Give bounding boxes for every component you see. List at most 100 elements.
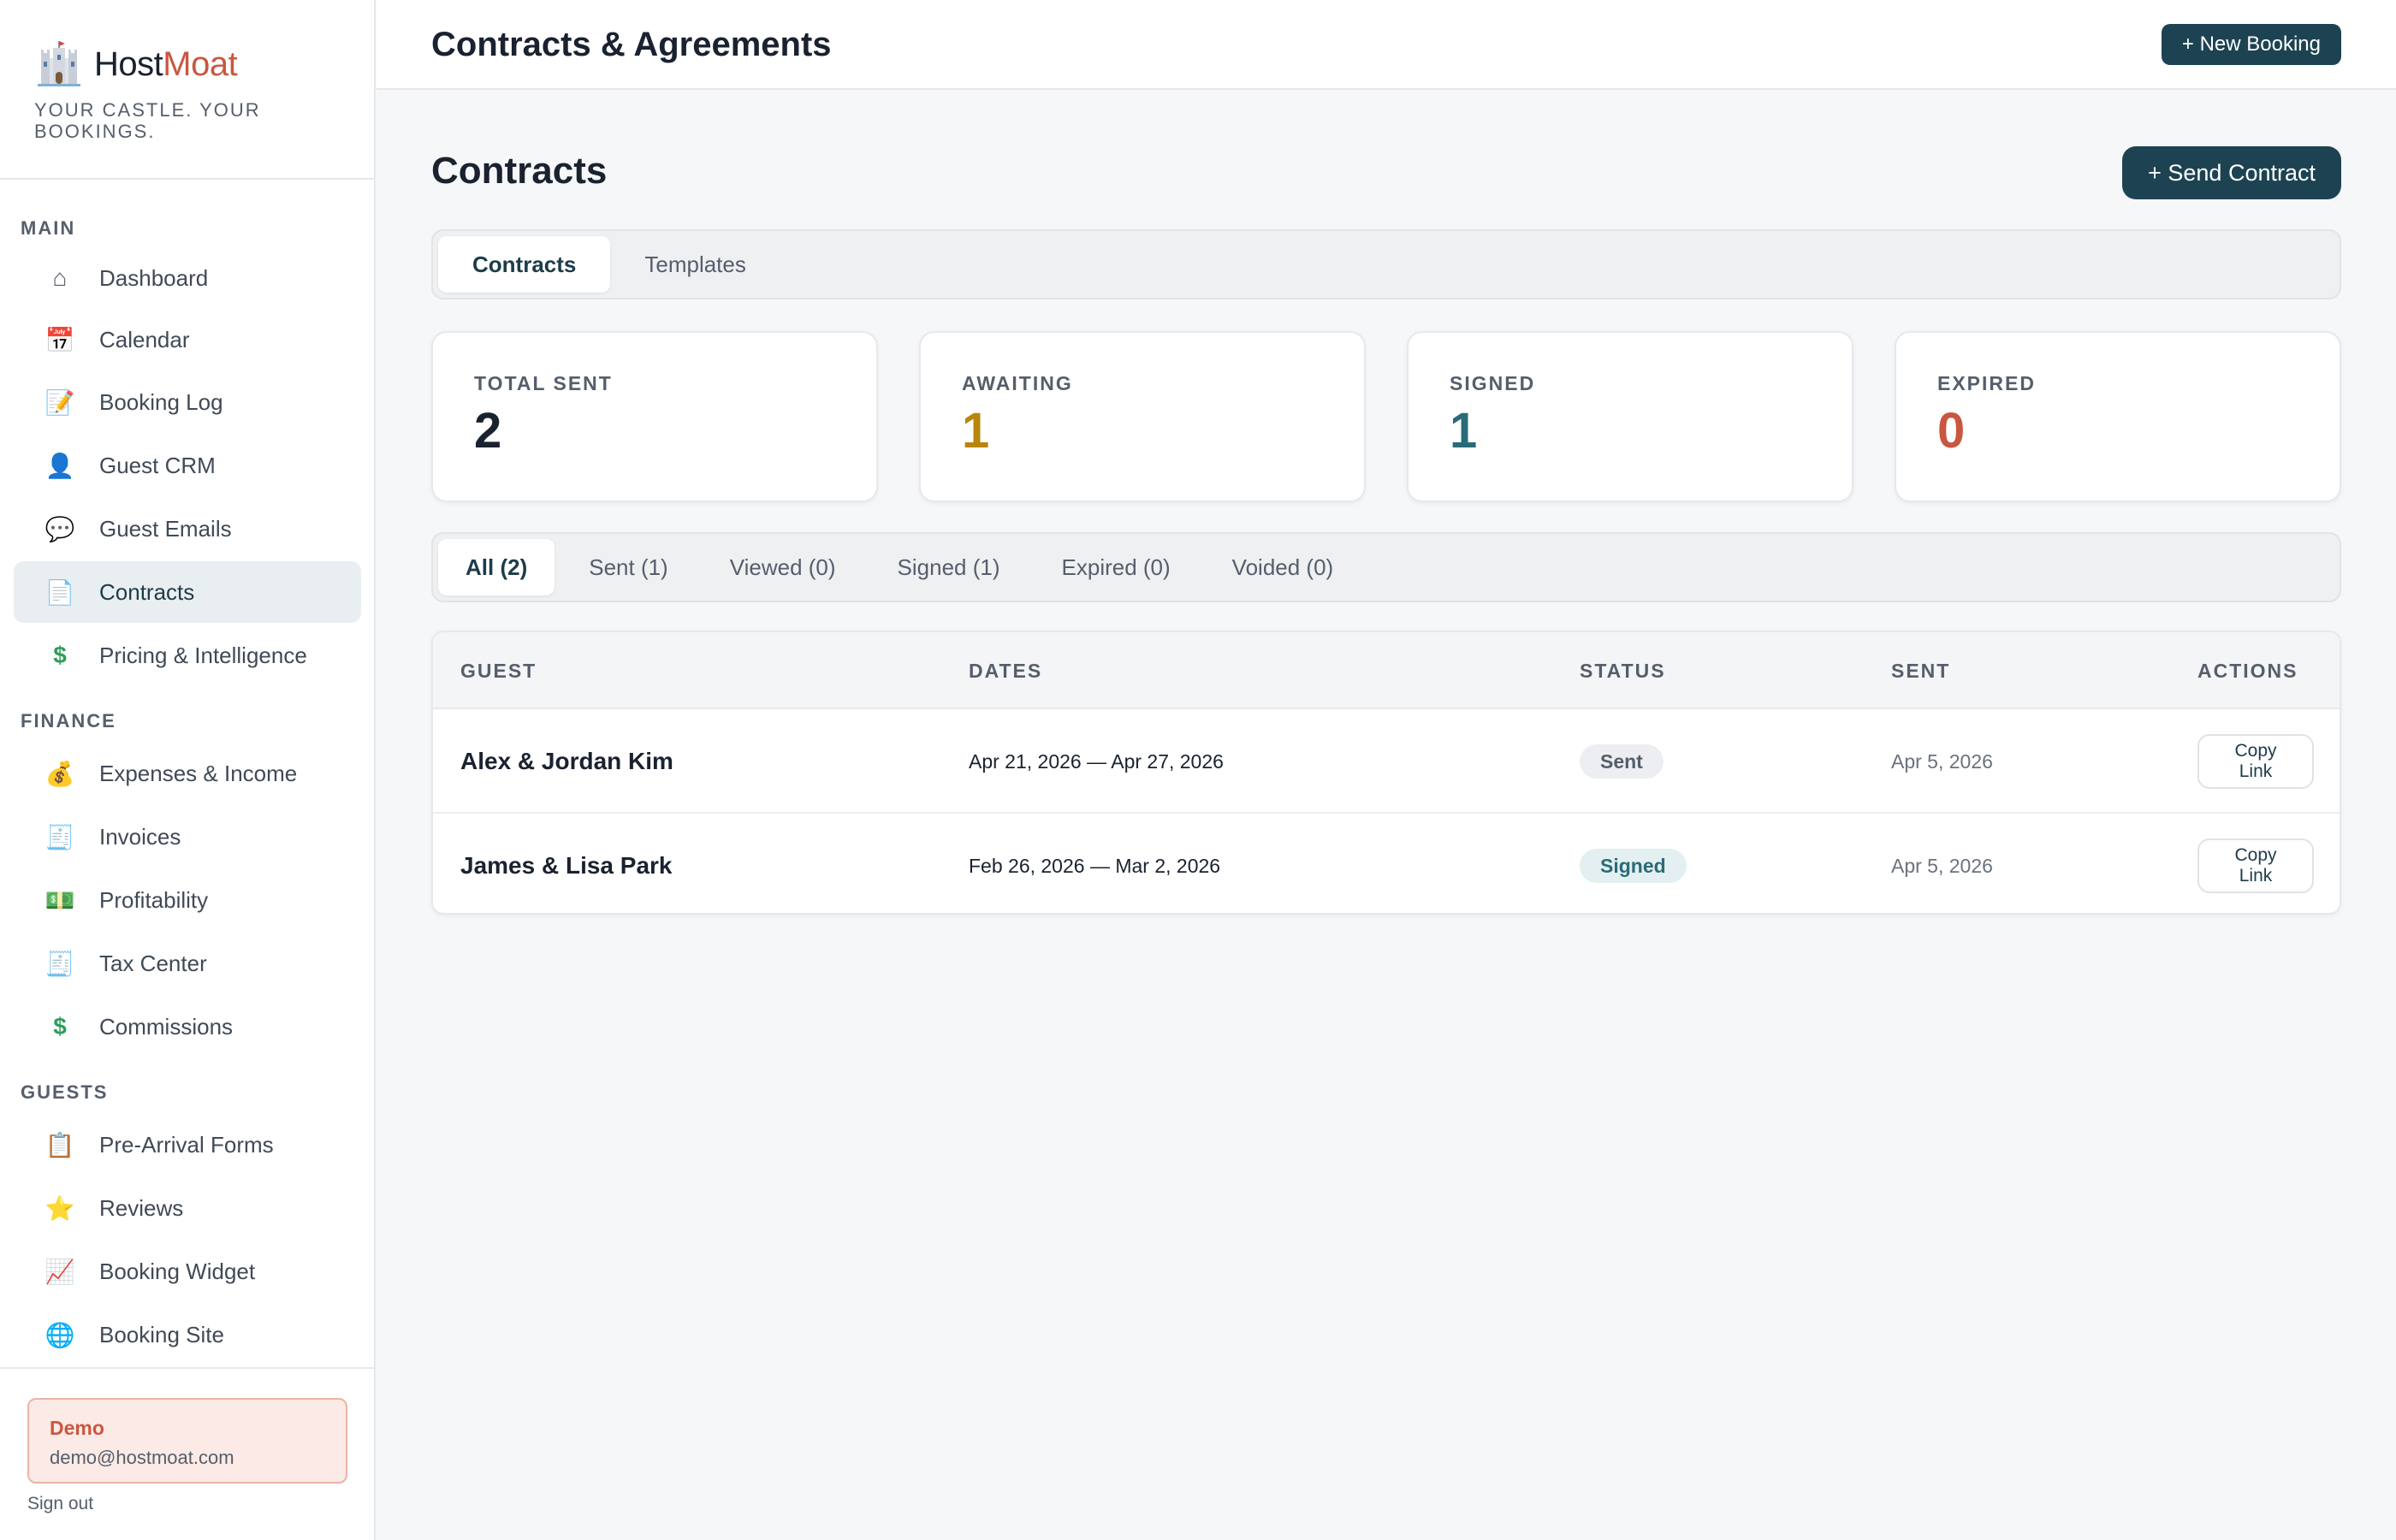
booking-dates: Feb 26, 2026 — Mar 2, 2026 bbox=[969, 854, 1221, 877]
status-badge: Signed bbox=[1580, 849, 1687, 883]
sidebar-item-expenses-income[interactable]: 💰 Expenses & Income bbox=[14, 743, 361, 804]
globe-icon: 🌐 bbox=[44, 1321, 75, 1348]
brand-name-moat: Moat bbox=[163, 44, 238, 83]
sidebar-item-label: Invoices bbox=[99, 823, 181, 850]
column-header-guest: GUEST bbox=[460, 660, 537, 682]
column-header-dates: DATES bbox=[969, 660, 1043, 682]
table-header: GUEST DATES STATUS SENT ACTIONS bbox=[433, 632, 2340, 709]
castle-icon bbox=[38, 41, 80, 86]
sent-date: Apr 5, 2026 bbox=[1891, 749, 1993, 773]
sidebar: HostMoat YOUR CASTLE. YOUR BOOKINGS. MAI… bbox=[0, 0, 376, 1540]
actions-cell: Copy Link bbox=[2197, 814, 2314, 913]
filter-sent[interactable]: Sent (1) bbox=[589, 554, 668, 580]
status-badge: Sent bbox=[1580, 744, 1664, 779]
sidebar-item-guest-crm[interactable]: 👤 Guest CRM bbox=[14, 435, 361, 496]
stat-label: EXPIRED bbox=[1937, 372, 2036, 394]
sidebar-item-label: Profitability bbox=[99, 886, 209, 913]
filter-all[interactable]: All (2) bbox=[438, 539, 555, 595]
sidebar-item-pre-arrival-forms[interactable]: 📋 Pre-Arrival Forms bbox=[14, 1114, 361, 1176]
dollar-icon: $ bbox=[53, 642, 67, 668]
receipt-icon: 🧾 bbox=[44, 950, 75, 977]
stat-value: 1 bbox=[962, 403, 990, 459]
copy-link-button[interactable]: Copy Link bbox=[2197, 838, 2314, 893]
sidebar-item-label: Guest Emails bbox=[99, 515, 232, 542]
top-bar: Contracts & Agreements + New Booking bbox=[377, 0, 2396, 90]
speech-bubble-icon: 💬 bbox=[44, 515, 75, 542]
send-contract-button[interactable]: + Send Contract bbox=[2122, 146, 2341, 199]
brand-name-host: Host bbox=[94, 44, 163, 83]
user-name: Demo bbox=[50, 1417, 104, 1439]
filter-expired[interactable]: Expired (0) bbox=[1061, 554, 1171, 580]
stats-row: TOTAL SENT 2 AWAITING 1 SIGNED 1 EXPIRED… bbox=[431, 331, 2341, 502]
sidebar-item-booking-log[interactable]: 📝 Booking Log bbox=[14, 371, 361, 433]
sent-date: Apr 5, 2026 bbox=[1891, 854, 1993, 877]
stat-card-awaiting: AWAITING 1 bbox=[919, 331, 1366, 502]
section-label-main: MAIN bbox=[21, 217, 76, 239]
guest-name: Alex & Jordan Kim bbox=[460, 748, 673, 774]
calendar-icon: 📅 bbox=[44, 326, 75, 353]
sidebar-item-invoices[interactable]: 🧾 Invoices bbox=[14, 806, 361, 868]
sidebar-item-label: Pricing & Intelligence bbox=[99, 642, 307, 668]
status-cell: Sent bbox=[1580, 709, 1664, 814]
sidebar-item-label: Booking Site bbox=[99, 1321, 224, 1348]
logo-link[interactable]: HostMoat bbox=[34, 39, 374, 89]
sidebar-item-dashboard[interactable]: ⌂ Dashboard bbox=[14, 247, 361, 309]
column-header-sent: SENT bbox=[1891, 660, 1951, 682]
tab-contracts[interactable]: Contracts bbox=[438, 236, 611, 293]
sidebar-item-label: Booking Log bbox=[99, 388, 223, 415]
stat-value: 0 bbox=[1937, 403, 1966, 459]
chart-icon: 📈 bbox=[44, 1258, 75, 1285]
home-icon: ⌂ bbox=[52, 264, 68, 291]
receipt-icon: 🧾 bbox=[44, 823, 75, 850]
sidebar-item-label: Tax Center bbox=[99, 950, 207, 976]
sidebar-item-guest-emails[interactable]: 💬 Guest Emails bbox=[14, 498, 361, 560]
new-booking-button[interactable]: + New Booking bbox=[2161, 24, 2341, 65]
sidebar-item-booking-widget[interactable]: 📈 Booking Widget bbox=[14, 1241, 361, 1302]
sidebar-item-label: Expenses & Income bbox=[99, 760, 298, 786]
sidebar-item-label: Pre-Arrival Forms bbox=[99, 1131, 274, 1158]
sidebar-item-calendar[interactable]: 📅 Calendar bbox=[14, 309, 361, 370]
section-title: Contracts bbox=[431, 150, 608, 192]
sidebar-item-label: Calendar bbox=[99, 326, 190, 352]
filter-viewed[interactable]: Viewed (0) bbox=[729, 554, 836, 580]
brand: HostMoat YOUR CASTLE. YOUR BOOKINGS. bbox=[0, 0, 374, 180]
sidebar-item-label: Dashboard bbox=[99, 264, 209, 291]
sidebar-item-pricing[interactable]: $ Pricing & Intelligence bbox=[14, 625, 361, 686]
copy-link-button[interactable]: Copy Link bbox=[2197, 734, 2314, 789]
sidebar-item-label: Booking Widget bbox=[99, 1258, 256, 1284]
brand-name: HostMoat bbox=[94, 44, 238, 84]
stat-value: 2 bbox=[474, 403, 502, 459]
money-bag-icon: 💰 bbox=[44, 760, 75, 787]
column-header-actions: ACTIONS bbox=[2197, 660, 2298, 682]
sidebar-item-contracts[interactable]: 📄 Contracts bbox=[14, 561, 361, 623]
document-icon: 📄 bbox=[44, 578, 75, 606]
contracts-table: GUEST DATES STATUS SENT ACTIONS Alex & J… bbox=[431, 631, 2341, 915]
tab-templates[interactable]: Templates bbox=[644, 251, 746, 277]
section-label-finance: FINANCE bbox=[21, 710, 116, 732]
filter-voided[interactable]: Voided (0) bbox=[1231, 554, 1334, 580]
stat-card-total-sent: TOTAL SENT 2 bbox=[431, 331, 878, 502]
filter-signed[interactable]: Signed (1) bbox=[897, 554, 1000, 580]
stat-card-signed: SIGNED 1 bbox=[1407, 331, 1853, 502]
section-label-guests: GUESTS bbox=[21, 1081, 109, 1103]
tab-bar: Contracts Templates bbox=[431, 229, 2341, 299]
column-header-status: STATUS bbox=[1580, 660, 1666, 682]
filter-bar: All (2) Sent (1) Viewed (0) Signed (1) E… bbox=[431, 532, 2341, 602]
sidebar-item-reviews[interactable]: ⭐ Reviews bbox=[14, 1177, 361, 1239]
sidebar-item-commissions[interactable]: $ Commissions bbox=[14, 996, 361, 1057]
actions-cell: Copy Link bbox=[2197, 709, 2314, 814]
table-row: James & Lisa Park Feb 26, 2026 — Mar 2, … bbox=[433, 814, 2340, 913]
brand-tagline: YOUR CASTLE. YOUR BOOKINGS. bbox=[34, 99, 261, 142]
user-card[interactable]: Demo demo@hostmoat.com bbox=[27, 1398, 347, 1484]
dollar-icon: $ bbox=[53, 1013, 67, 1040]
banknote-icon: 💵 bbox=[44, 886, 75, 914]
user-email: demo@hostmoat.com bbox=[50, 1447, 234, 1468]
stat-value: 1 bbox=[1450, 403, 1478, 459]
sign-out-link[interactable]: Sign out bbox=[27, 1494, 94, 1513]
sidebar-item-booking-site[interactable]: 🌐 Booking Site bbox=[14, 1304, 361, 1365]
star-icon: ⭐ bbox=[44, 1194, 75, 1222]
page-title: Contracts & Agreements bbox=[431, 26, 832, 63]
stat-label: TOTAL SENT bbox=[474, 372, 613, 394]
sidebar-item-profitability[interactable]: 💵 Profitability bbox=[14, 869, 361, 931]
sidebar-item-tax-center[interactable]: 🧾 Tax Center bbox=[14, 933, 361, 994]
